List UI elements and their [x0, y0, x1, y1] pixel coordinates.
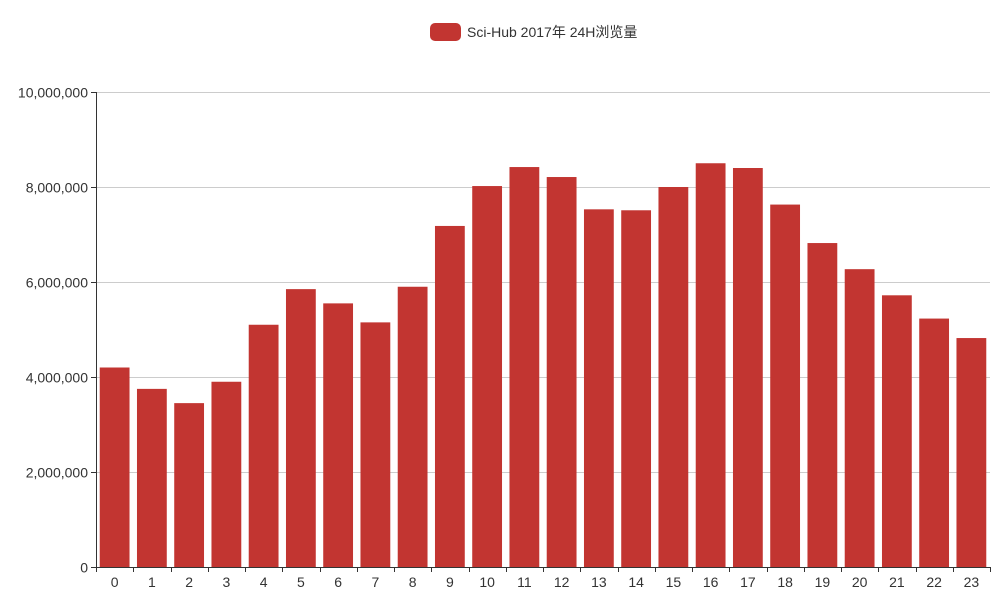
- x-tick-label: 20: [852, 574, 868, 590]
- x-tick-label: 2: [185, 574, 193, 590]
- x-tick-label: 5: [297, 574, 305, 590]
- bar[interactable]: [99, 367, 130, 568]
- bar[interactable]: [695, 163, 726, 567]
- x-tick-label: 0: [111, 574, 119, 590]
- x-tick-label: 21: [889, 574, 905, 590]
- y-tick-label: 10,000,000: [18, 85, 88, 101]
- y-tick-label: 0: [80, 560, 88, 576]
- y-tick-label: 6,000,000: [26, 275, 88, 291]
- bar[interactable]: [583, 209, 614, 567]
- x-tick-label: 3: [222, 574, 230, 590]
- bar[interactable]: [174, 403, 205, 567]
- legend-item[interactable]: Sci-Hub 2017年 24H浏览量: [430, 21, 637, 43]
- y-tick-label: 2,000,000: [26, 465, 88, 481]
- x-tick-label: 14: [628, 574, 644, 590]
- x-tick-label: 7: [371, 574, 379, 590]
- bar[interactable]: [770, 204, 801, 567]
- bar[interactable]: [509, 167, 540, 568]
- x-tick-label: 16: [703, 574, 719, 590]
- x-tick-label: 8: [409, 574, 417, 590]
- x-tick-label: 17: [740, 574, 756, 590]
- x-tick-label: 4: [260, 574, 268, 590]
- bar[interactable]: [285, 289, 316, 567]
- bar[interactable]: [956, 338, 987, 567]
- bar[interactable]: [844, 269, 875, 567]
- x-tick-label: 18: [777, 574, 793, 590]
- x-tick-label: 11: [517, 574, 532, 590]
- x-tick-label: 10: [479, 574, 495, 590]
- bar[interactable]: [323, 303, 354, 567]
- bar[interactable]: [211, 381, 242, 567]
- x-tick-label: 22: [926, 574, 942, 590]
- bar[interactable]: [434, 225, 465, 567]
- bar[interactable]: [472, 186, 503, 568]
- x-tick-label: 23: [964, 574, 980, 590]
- bar[interactable]: [360, 322, 391, 567]
- y-tick-label: 4,000,000: [26, 370, 88, 386]
- bar[interactable]: [658, 187, 689, 567]
- bar[interactable]: [807, 243, 838, 568]
- bar[interactable]: [919, 318, 950, 567]
- legend-label: Sci-Hub 2017年 24H浏览量: [467, 24, 638, 40]
- x-tick-label: 13: [591, 574, 607, 590]
- x-tick-label: 9: [446, 574, 454, 590]
- x-tick-label: 15: [666, 574, 682, 590]
- x-tick-label: 6: [334, 574, 342, 590]
- x-tick-label: 12: [554, 574, 570, 590]
- x-tick-label: 1: [148, 574, 156, 590]
- bar[interactable]: [881, 295, 912, 567]
- x-tick-label: 19: [815, 574, 831, 590]
- bar[interactable]: [732, 168, 763, 567]
- bar[interactable]: [136, 388, 167, 567]
- y-tick-label: 8,000,000: [26, 180, 88, 196]
- legend-swatch: [430, 23, 461, 41]
- bar[interactable]: [546, 177, 577, 567]
- bar[interactable]: [621, 210, 652, 567]
- bar[interactable]: [248, 324, 279, 567]
- bar[interactable]: [397, 286, 428, 567]
